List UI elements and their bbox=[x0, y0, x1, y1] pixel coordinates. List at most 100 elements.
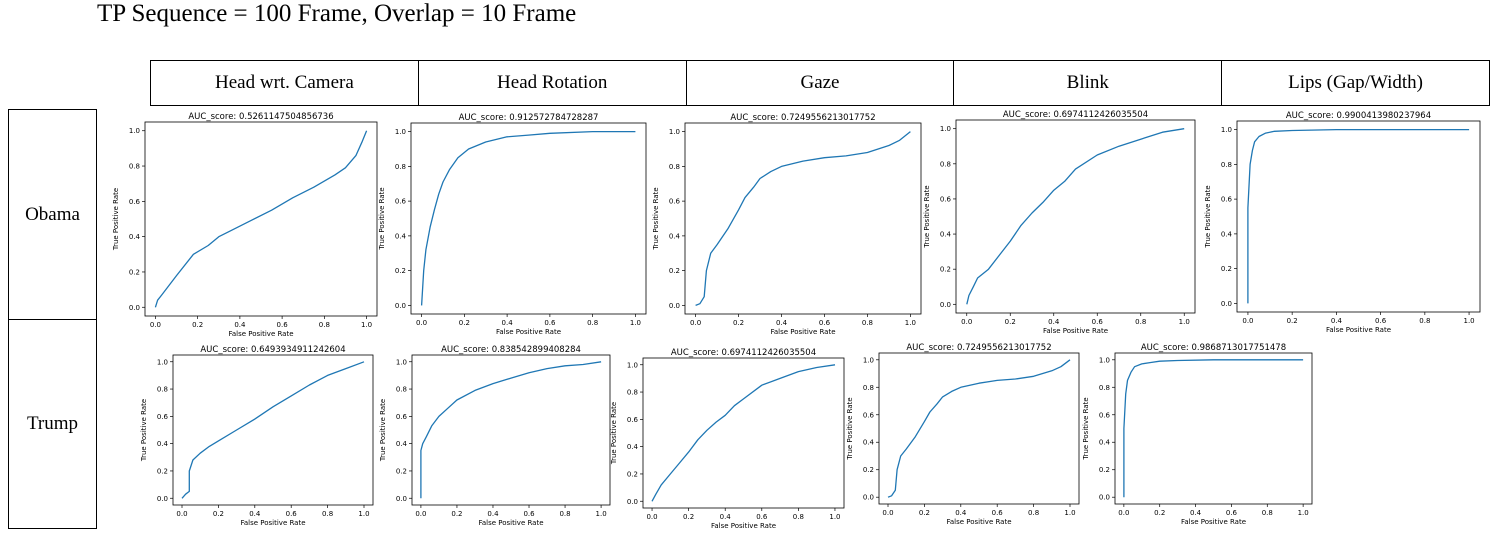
y-tick-label: 0.8 bbox=[863, 384, 874, 392]
y-tick-label: 0.2 bbox=[863, 466, 874, 474]
axes-frame bbox=[955, 119, 1196, 314]
y-axis-label: True Positive Rate bbox=[846, 397, 854, 460]
y-axis-label: True Positive Rate bbox=[140, 399, 148, 462]
x-tick-label: 0.6 bbox=[992, 509, 1004, 517]
x-axis-label: False Positive Rate bbox=[1043, 327, 1108, 335]
x-axis-label: False Positive Rate bbox=[1326, 326, 1391, 334]
y-tick-label: 0.4 bbox=[940, 231, 952, 239]
column-header-head-wrt-camera: Head wrt. Camera bbox=[150, 60, 419, 106]
y-tick-label: 0.0 bbox=[395, 302, 406, 310]
roc-curve bbox=[966, 128, 1185, 305]
roc-curve bbox=[1247, 128, 1470, 304]
y-tick-label: 0.2 bbox=[157, 467, 168, 475]
x-tick-label: 1.0 bbox=[1064, 509, 1075, 517]
x-tick-label: 0.8 bbox=[319, 321, 330, 329]
roc-curve bbox=[1123, 359, 1304, 498]
y-tick-label: 1.0 bbox=[669, 128, 680, 136]
y-tick-label: 0.6 bbox=[1099, 411, 1111, 419]
y-tick-label: 0.6 bbox=[669, 198, 681, 206]
roc-curve bbox=[695, 131, 911, 307]
x-tick-label: 0.2 bbox=[459, 319, 470, 327]
y-tick-label: 1.0 bbox=[627, 361, 638, 369]
y-tick-label: 0.2 bbox=[396, 467, 407, 475]
roc-chart: AUC_score: 0.7249556213017752 0.0 0.2 0.4 0.… bbox=[652, 113, 922, 336]
x-axis-label: False Positive Rate bbox=[240, 519, 305, 527]
roc-curve bbox=[420, 361, 602, 499]
x-tick-label: 0.4 bbox=[955, 509, 967, 517]
x-tick-label: 0.4 bbox=[1048, 318, 1060, 326]
x-tick-label: 0.0 bbox=[1242, 317, 1253, 325]
x-tick-label: 0.0 bbox=[882, 509, 893, 517]
x-axis-label: False Positive Rate bbox=[478, 519, 543, 527]
y-axis-label: True Positive Rate bbox=[923, 185, 931, 248]
x-tick-label: 1.0 bbox=[596, 510, 607, 518]
column-header-head-rotation: Head Rotation bbox=[418, 60, 687, 106]
y-tick-label: 0.0 bbox=[1099, 494, 1110, 502]
axes-frame bbox=[172, 354, 374, 506]
y-tick-label: 0.4 bbox=[669, 232, 681, 240]
axes-frame bbox=[1236, 120, 1481, 313]
y-tick-label: 0.6 bbox=[157, 413, 169, 421]
axes-frame bbox=[1114, 352, 1313, 505]
x-axis-label: False Positive Rate bbox=[711, 522, 776, 530]
x-tick-label: 0.2 bbox=[1005, 318, 1016, 326]
row-label-obama: Obama bbox=[8, 109, 97, 320]
x-tick-label: 0.6 bbox=[1226, 509, 1238, 517]
chart-title: AUC_score: 0.7249556213017752 bbox=[906, 343, 1051, 353]
x-tick-label: 1.0 bbox=[829, 513, 840, 521]
y-tick-label: 1.0 bbox=[940, 125, 951, 133]
x-tick-label: 1.0 bbox=[905, 319, 916, 327]
x-tick-label: 0.2 bbox=[1287, 317, 1298, 325]
x-tick-label: 0.0 bbox=[1118, 509, 1129, 517]
roc-chart: AUC_score: 0.912572784728287 0.0 0.2 0.4 0.6… bbox=[378, 113, 647, 336]
roc-chart: AUC_score: 0.6974112426035504 0.0 0.2 0.4 0.… bbox=[923, 110, 1196, 335]
y-tick-label: 1.0 bbox=[1221, 126, 1232, 134]
page-title: TP Sequence = 100 Frame, Overlap = 10 Fr… bbox=[97, 0, 577, 27]
x-tick-label: 1.0 bbox=[358, 510, 369, 518]
x-tick-label: 0.4 bbox=[234, 321, 246, 329]
x-axis-label: False Positive Rate bbox=[1181, 518, 1246, 526]
y-axis-label: True Positive Rate bbox=[1204, 185, 1212, 248]
x-tick-label: 0.6 bbox=[544, 319, 556, 327]
column-header-lips: Lips (Gap/Width) bbox=[1222, 60, 1490, 106]
x-tick-label: 0.4 bbox=[720, 513, 732, 521]
y-tick-label: 0.2 bbox=[627, 470, 638, 478]
y-tick-label: 1.0 bbox=[157, 358, 168, 366]
y-tick-label: 0.6 bbox=[940, 195, 952, 203]
chart-title: AUC_score: 0.838542899408284 bbox=[441, 345, 581, 355]
roc-chart: AUC_score: 0.5261147504856736 0.0 0.2 0.4 0.… bbox=[112, 112, 378, 338]
y-tick-label: 0.2 bbox=[1099, 466, 1110, 474]
y-tick-label: 0.8 bbox=[129, 163, 140, 171]
y-axis-label: True Positive Rate bbox=[112, 188, 120, 251]
column-header-row: Head wrt. Camera Head Rotation Gaze Blin… bbox=[150, 60, 1490, 106]
y-tick-label: 0.4 bbox=[157, 440, 169, 448]
axes-frame bbox=[684, 122, 922, 315]
x-tick-label: 0.6 bbox=[756, 513, 768, 521]
y-tick-label: 1.0 bbox=[129, 127, 140, 135]
x-tick-label: 0.6 bbox=[286, 510, 298, 518]
roc-curve bbox=[154, 130, 368, 308]
y-tick-label: 0.0 bbox=[157, 495, 168, 503]
x-tick-label: 1.0 bbox=[1179, 318, 1190, 326]
chart-title: AUC_score: 0.5261147504856736 bbox=[188, 112, 333, 122]
x-tick-label: 0.2 bbox=[733, 319, 744, 327]
x-tick-label: 0.2 bbox=[919, 509, 930, 517]
row-label-trump: Trump bbox=[8, 319, 97, 529]
x-tick-label: 0.0 bbox=[415, 510, 426, 518]
x-tick-label: 0.0 bbox=[646, 513, 657, 521]
y-tick-label: 0.4 bbox=[129, 233, 141, 241]
column-header-blink: Blink bbox=[954, 60, 1223, 106]
column-header-gaze: Gaze bbox=[686, 60, 955, 106]
y-tick-label: 0.8 bbox=[396, 386, 407, 394]
x-tick-label: 0.4 bbox=[502, 319, 514, 327]
y-tick-label: 0.2 bbox=[940, 266, 951, 274]
y-tick-label: 0.0 bbox=[669, 302, 680, 310]
roc-chart: AUC_score: 0.9900413980237964 0.0 0.2 0.4 0.… bbox=[1204, 111, 1481, 334]
roc-curve bbox=[887, 359, 1071, 498]
y-tick-label: 0.4 bbox=[1221, 230, 1233, 238]
axes-frame bbox=[411, 354, 611, 506]
y-tick-label: 0.6 bbox=[627, 416, 639, 424]
y-tick-label: 0.6 bbox=[395, 198, 407, 206]
y-tick-label: 0.8 bbox=[669, 163, 680, 171]
x-tick-label: 0.4 bbox=[487, 510, 499, 518]
